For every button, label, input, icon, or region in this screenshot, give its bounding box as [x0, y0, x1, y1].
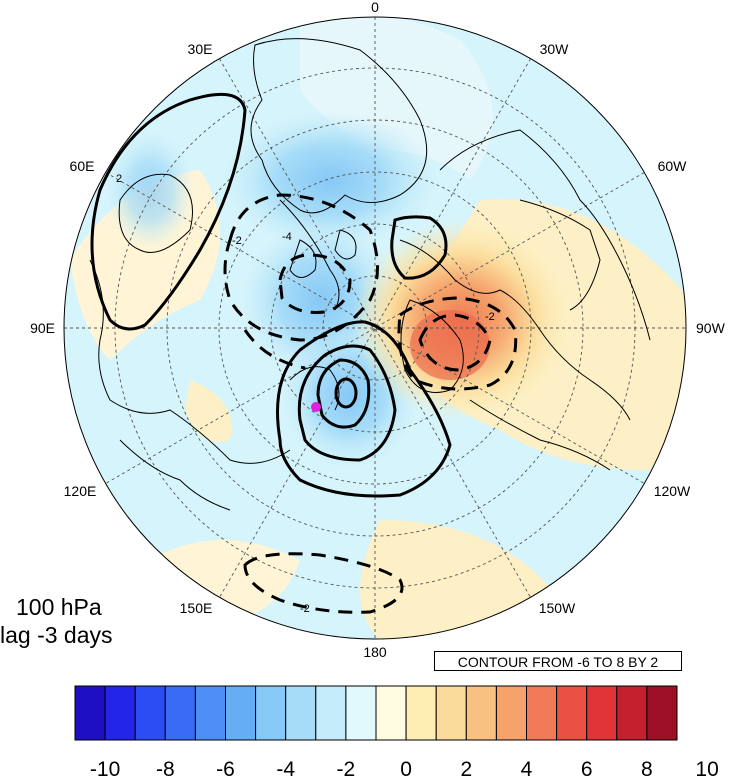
longitude-labels: 0 30W 60W 90W 120W 150W 180 150E 120E 90…	[30, 0, 725, 660]
lon-label-30e: 30E	[188, 41, 213, 57]
lon-label-120e: 120E	[64, 483, 97, 499]
lon-label-90w: 90W	[696, 320, 726, 336]
colorbar-swatch	[526, 685, 558, 741]
colorbar-swatch	[556, 685, 588, 741]
colorbar-tick-label: 10	[695, 758, 718, 779]
lon-label-0: 0	[371, 0, 379, 15]
colorbar-swatch	[74, 685, 106, 741]
colorbar-swatch	[435, 685, 467, 741]
colorbar-tick-label: -4	[276, 758, 295, 779]
lon-label-150w: 150W	[539, 600, 576, 616]
colorbar-swatch	[465, 685, 497, 741]
contour-label: -2	[485, 311, 495, 323]
colorbar-swatch	[495, 685, 527, 741]
coastlines	[89, 38, 651, 511]
contour-label-group: -2 -4 2 -2 -2	[116, 173, 495, 615]
contour-label: -2	[232, 235, 242, 247]
lon-label-120w: 120W	[654, 483, 691, 499]
colorbar-tick-label: 2	[460, 758, 472, 779]
colorbar-swatch	[616, 685, 648, 741]
colorbar-swatch	[285, 685, 317, 741]
colorbar-tick-label: -2	[337, 758, 356, 779]
colorbar-swatch	[194, 685, 226, 741]
colorbar-swatch	[345, 685, 377, 741]
colorbar-swatch	[225, 685, 257, 741]
level-title: 100 hPa	[16, 594, 102, 620]
contour-info-box: CONTOUR FROM -6 TO 8 BY 2	[434, 651, 682, 671]
colorbar-tick-label: -10	[90, 758, 120, 779]
lon-label-180: 180	[363, 644, 387, 660]
shaded-field: -2 -4 2 -2 -2	[64, 17, 686, 639]
colorbar-tick-label: 4	[521, 758, 533, 779]
colorbar-swatch	[104, 685, 136, 741]
lon-label-60e: 60E	[70, 158, 95, 174]
colorbar-swatch	[375, 685, 407, 741]
colorbar-tick-label: 6	[581, 758, 593, 779]
contour-label: -2	[300, 603, 310, 615]
location-marker	[311, 402, 321, 412]
map-boundary	[63, 16, 687, 640]
contour-label: -4	[282, 231, 292, 243]
colorbar: -10 -8 -6 -4 -2 0 2 4 6 8 10	[74, 685, 719, 779]
colorbar-swatch	[164, 685, 196, 741]
colorbar-tick-label: -8	[156, 758, 175, 779]
colorbar-tick-label: 0	[400, 758, 412, 779]
colorbar-tick-label: -6	[216, 758, 235, 779]
contour-lines	[90, 92, 518, 614]
lon-label-30w: 30W	[540, 41, 570, 57]
contour-label: 2	[116, 173, 122, 185]
colorbar-swatch	[255, 685, 287, 741]
lon-label-150e: 150E	[180, 600, 213, 616]
graticule	[64, 17, 686, 639]
colorbar-swatch	[405, 685, 437, 741]
lon-label-60w: 60W	[658, 158, 688, 174]
lag-title: lag -3 days	[0, 622, 113, 648]
colorbar-tick-label: 8	[641, 758, 653, 779]
colorbar-swatch	[315, 685, 347, 741]
colorbar-swatch	[134, 685, 166, 741]
colorbar-swatch	[586, 685, 618, 741]
colorbar-swatch	[646, 685, 678, 741]
lon-label-90e: 90E	[30, 320, 55, 336]
